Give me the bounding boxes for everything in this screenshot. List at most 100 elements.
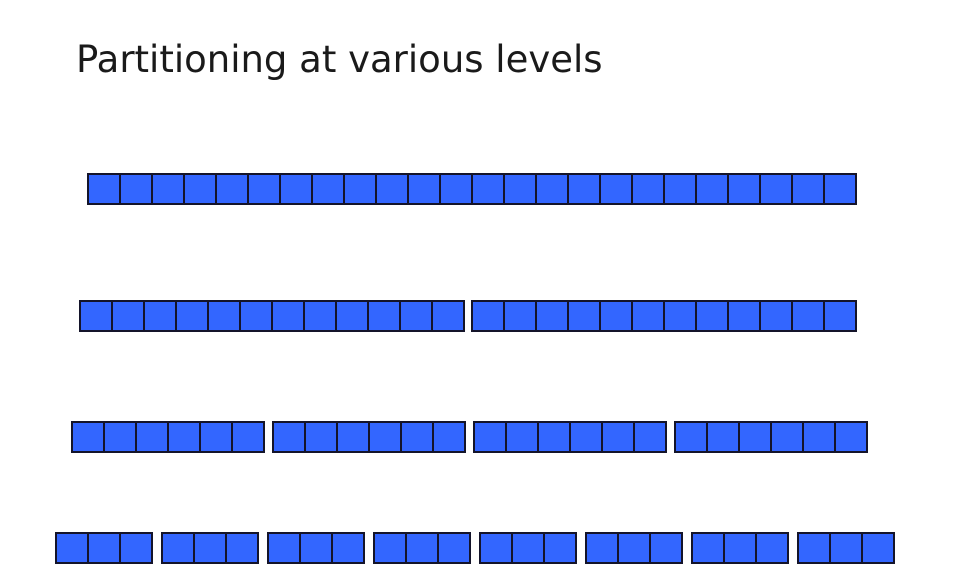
partition-cell [473, 175, 505, 203]
partition-cell [370, 423, 402, 451]
partition-cell [57, 534, 89, 562]
partition-cell [693, 534, 725, 562]
partition-cell [863, 534, 893, 562]
partition-cell [409, 175, 441, 203]
partition-group [373, 532, 471, 564]
partition-cell [402, 423, 434, 451]
partition-cell [73, 423, 105, 451]
partition-group [471, 300, 857, 332]
partition-cell [369, 302, 401, 330]
partition-cell [433, 302, 463, 330]
partition-cell [799, 534, 831, 562]
partition-cell [434, 423, 464, 451]
partition-cell [836, 423, 866, 451]
partition-group [87, 173, 857, 205]
partition-cell [635, 423, 665, 451]
partition-cell [481, 534, 513, 562]
partition-cell [306, 423, 338, 451]
partition-cell [507, 423, 539, 451]
partition-cell [729, 175, 761, 203]
partition-cell [676, 423, 708, 451]
partition-cell [209, 302, 241, 330]
partition-cell [249, 175, 281, 203]
partition-group [55, 532, 153, 564]
partition-cell [269, 534, 301, 562]
partition-cell [804, 423, 836, 451]
partition-cell [377, 175, 409, 203]
partition-cell [195, 534, 227, 562]
partition-group [797, 532, 895, 564]
partition-cell [569, 302, 601, 330]
partition-cell [273, 302, 305, 330]
partition-cell [439, 534, 469, 562]
partition-cell [513, 534, 545, 562]
partition-cell [587, 534, 619, 562]
partition-cell [729, 302, 761, 330]
partition-cell [633, 302, 665, 330]
partition-cell [169, 423, 201, 451]
partition-cell [793, 175, 825, 203]
partition-cell [153, 175, 185, 203]
partition-cell [537, 175, 569, 203]
partition-cell [772, 423, 804, 451]
partition-cell [185, 175, 217, 203]
partition-cell [241, 302, 273, 330]
partition-cell [89, 175, 121, 203]
partition-cell [761, 302, 793, 330]
partition-cell [401, 302, 433, 330]
partition-cell [537, 302, 569, 330]
partition-group [691, 532, 789, 564]
partition-cell [740, 423, 772, 451]
partition-cell [89, 534, 121, 562]
partition-cell [825, 302, 855, 330]
partition-cell [793, 302, 825, 330]
partition-cell [227, 534, 257, 562]
partition-group [71, 421, 265, 453]
partition-cell [337, 302, 369, 330]
partition-cell [825, 175, 855, 203]
partition-level-4 [55, 532, 895, 564]
partition-cell [505, 302, 537, 330]
partition-group [79, 300, 465, 332]
partition-cell [603, 423, 635, 451]
partition-group [585, 532, 683, 564]
partition-cell [539, 423, 571, 451]
partition-cell [571, 423, 603, 451]
partition-cell [301, 534, 333, 562]
partition-cell [121, 175, 153, 203]
partition-cell [761, 175, 793, 203]
partition-cell [177, 302, 209, 330]
partition-cell [113, 302, 145, 330]
partition-cell [651, 534, 681, 562]
partition-cell [281, 175, 313, 203]
partition-group [674, 421, 868, 453]
partition-cell [163, 534, 195, 562]
partition-cell [619, 534, 651, 562]
partition-cell [81, 302, 113, 330]
partition-cell [475, 423, 507, 451]
partition-level-3 [71, 421, 868, 453]
partition-cell [665, 175, 697, 203]
partition-cell [345, 175, 377, 203]
partition-cell [757, 534, 787, 562]
partition-cell [333, 534, 363, 562]
partition-cell [338, 423, 370, 451]
partition-cell [725, 534, 757, 562]
partition-level-2 [79, 300, 857, 332]
partition-cell [473, 302, 505, 330]
partition-cell [697, 175, 729, 203]
partition-cell [831, 534, 863, 562]
partition-cell [313, 175, 345, 203]
partition-cell [233, 423, 263, 451]
partition-cell [375, 534, 407, 562]
partition-cell [441, 175, 473, 203]
partition-cell [697, 302, 729, 330]
partition-cell [201, 423, 233, 451]
partition-group [272, 421, 466, 453]
partition-cell [145, 302, 177, 330]
partition-cell [305, 302, 337, 330]
partition-cell [633, 175, 665, 203]
partition-cell [217, 175, 249, 203]
partition-cell [505, 175, 537, 203]
partition-cell [601, 175, 633, 203]
